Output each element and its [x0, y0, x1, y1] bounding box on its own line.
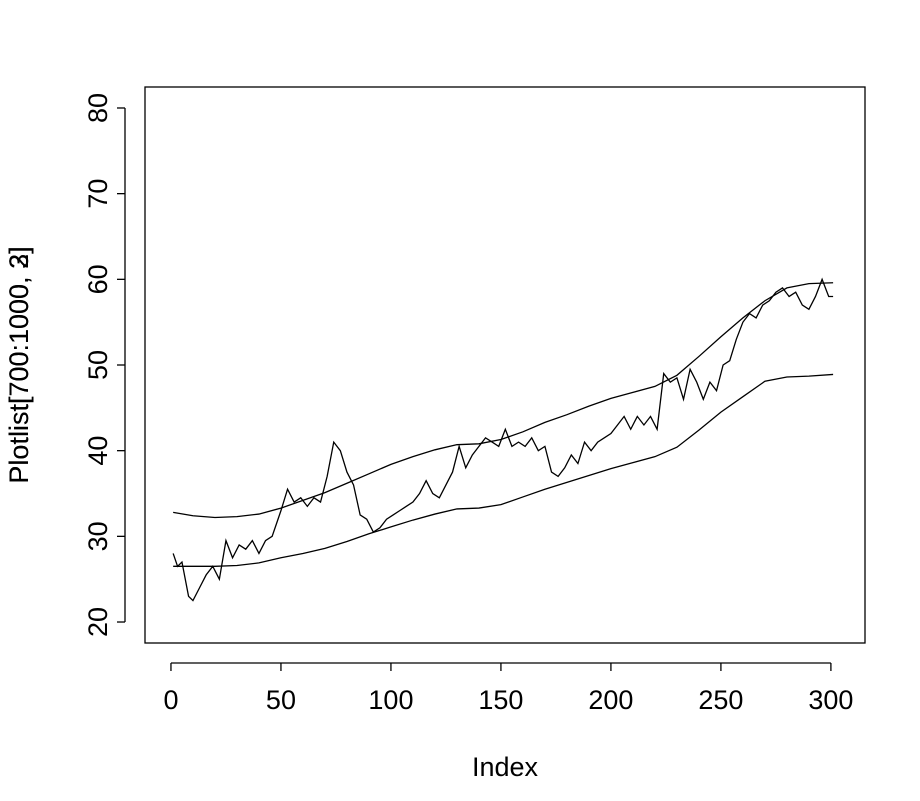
y-tick-label: 80	[83, 93, 113, 123]
y-tick-label: 50	[83, 350, 113, 380]
series-line	[173, 373, 834, 567]
x-axis-label: Index	[472, 752, 539, 782]
y-tick-label: 60	[83, 264, 113, 294]
x-tick-label: 200	[588, 685, 633, 715]
y-axis-label: Plotlist[700:1000, 2]	[4, 246, 34, 483]
x-tick-label: 150	[478, 685, 523, 715]
x-tick-label: 300	[808, 685, 853, 715]
y-axis-label: Plotlist[700:1000, 3]	[4, 246, 34, 483]
series-line	[173, 282, 834, 519]
y-tick-label: 40	[83, 436, 113, 466]
x-tick-label: 50	[266, 685, 296, 715]
plot-frame	[144, 86, 866, 644]
x-tick-label: 0	[163, 685, 178, 715]
x-tick-label: 100	[368, 685, 413, 715]
y-tick-label: 30	[83, 521, 113, 551]
y-tick-label: 70	[83, 179, 113, 209]
y-tick-label: 20	[83, 607, 113, 637]
x-tick-label: 250	[698, 685, 743, 715]
series-line	[172, 277, 834, 602]
